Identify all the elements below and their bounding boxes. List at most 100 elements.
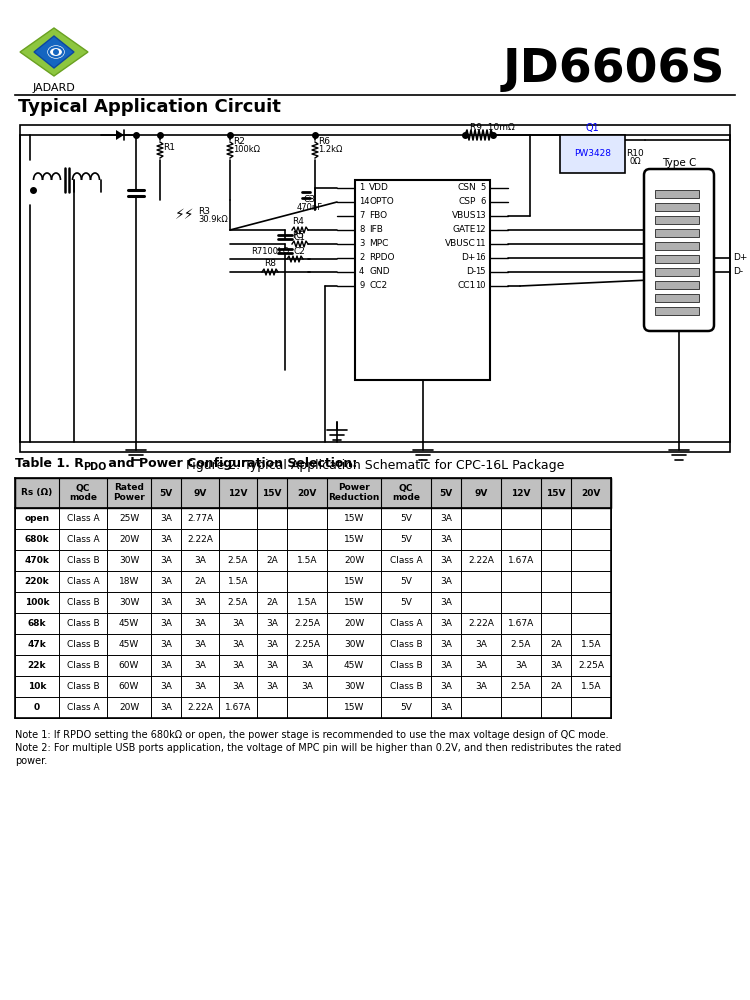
Text: Class B: Class B xyxy=(67,598,99,607)
Text: Typical Application Circuit: Typical Application Circuit xyxy=(18,98,280,116)
Text: mode: mode xyxy=(392,493,420,502)
Text: 18W: 18W xyxy=(118,577,140,586)
Text: 5V: 5V xyxy=(440,488,452,497)
Text: Note 1: If RPDO setting the 680kΩ or open, the power stage is recommended to use: Note 1: If RPDO setting the 680kΩ or ope… xyxy=(15,730,609,740)
Text: 470nF: 470nF xyxy=(297,202,323,212)
Text: 25W: 25W xyxy=(118,514,140,523)
Text: 2A: 2A xyxy=(266,598,278,607)
Text: QC: QC xyxy=(76,484,90,492)
Text: 15W: 15W xyxy=(344,598,364,607)
Text: Class A: Class A xyxy=(390,619,422,628)
Text: 20V: 20V xyxy=(297,488,316,497)
Text: 15W: 15W xyxy=(344,514,364,523)
Text: Class B: Class B xyxy=(390,640,422,649)
Text: 3A: 3A xyxy=(232,640,244,649)
Text: 3A: 3A xyxy=(440,661,452,670)
Text: Class B: Class B xyxy=(390,661,422,670)
Text: 5: 5 xyxy=(481,184,486,192)
Text: R8: R8 xyxy=(264,259,276,268)
Text: 3A: 3A xyxy=(160,514,172,523)
Text: 3A: 3A xyxy=(194,619,206,628)
Text: MPC: MPC xyxy=(369,239,388,248)
Text: Class B: Class B xyxy=(67,556,99,565)
Text: 30.9kΩ: 30.9kΩ xyxy=(198,216,228,225)
Text: 15: 15 xyxy=(476,267,486,276)
Text: Class B: Class B xyxy=(67,682,99,691)
Text: 14: 14 xyxy=(359,198,370,207)
Text: 30W: 30W xyxy=(344,682,364,691)
Bar xyxy=(20,125,730,452)
Text: 2.77A: 2.77A xyxy=(187,514,213,523)
Text: and Power Configuration Selection:: and Power Configuration Selection: xyxy=(104,457,357,470)
Text: Q1: Q1 xyxy=(586,123,599,133)
Text: Class A: Class A xyxy=(67,703,99,712)
Text: 3A: 3A xyxy=(194,598,206,607)
Text: mode: mode xyxy=(69,493,97,502)
Text: Table 1. R: Table 1. R xyxy=(15,457,84,470)
Text: 3A: 3A xyxy=(440,703,452,712)
Text: R5: R5 xyxy=(292,232,304,240)
Text: C3: C3 xyxy=(304,196,316,205)
Polygon shape xyxy=(20,28,88,76)
Bar xyxy=(655,307,699,315)
Text: 5V: 5V xyxy=(400,514,412,523)
Polygon shape xyxy=(116,130,124,140)
Text: 1.5A: 1.5A xyxy=(297,598,317,607)
Text: 10: 10 xyxy=(476,282,486,290)
Text: 680k: 680k xyxy=(25,535,50,544)
Text: Figure 2. Typical Application Schematic for CPC-16L Package: Figure 2. Typical Application Schematic … xyxy=(186,458,564,472)
Bar xyxy=(655,190,699,198)
Bar xyxy=(655,216,699,224)
Text: R3: R3 xyxy=(198,208,210,217)
Bar xyxy=(560,135,625,173)
Text: 47k: 47k xyxy=(28,640,46,649)
Text: power.: power. xyxy=(15,756,47,766)
Text: 2.5A: 2.5A xyxy=(228,598,248,607)
Text: 11: 11 xyxy=(476,239,486,248)
Text: 0Ω: 0Ω xyxy=(629,156,640,165)
Text: 1.5A: 1.5A xyxy=(580,682,602,691)
Text: Power: Power xyxy=(338,484,370,492)
Text: 3A: 3A xyxy=(266,682,278,691)
Text: Type C: Type C xyxy=(662,158,696,168)
Text: Class B: Class B xyxy=(67,640,99,649)
Text: 60W: 60W xyxy=(118,661,140,670)
Text: Note 2: For multiple USB ports application, the voltage of MPC pin will be highe: Note 2: For multiple USB ports applicati… xyxy=(15,743,621,753)
Text: 100kΩ: 100kΩ xyxy=(233,144,260,153)
Text: Class B: Class B xyxy=(67,619,99,628)
Text: 3A: 3A xyxy=(440,535,452,544)
Text: 3A: 3A xyxy=(160,682,172,691)
Text: 13: 13 xyxy=(476,212,486,221)
Text: R9  10mΩ: R9 10mΩ xyxy=(470,122,514,131)
Text: 3A: 3A xyxy=(160,640,172,649)
Text: 16: 16 xyxy=(476,253,486,262)
Text: 9V: 9V xyxy=(194,488,207,497)
Text: 3A: 3A xyxy=(194,682,206,691)
Text: 2.22A: 2.22A xyxy=(187,703,213,712)
Text: 15W: 15W xyxy=(344,577,364,586)
Text: 7: 7 xyxy=(359,212,364,221)
Text: D+: D+ xyxy=(733,253,747,262)
Text: 45W: 45W xyxy=(118,640,140,649)
Text: 8: 8 xyxy=(359,226,364,234)
Text: Power: Power xyxy=(113,493,145,502)
Text: 60W: 60W xyxy=(118,682,140,691)
Text: 22k: 22k xyxy=(28,661,46,670)
Bar xyxy=(655,229,699,237)
Text: 3A: 3A xyxy=(232,682,244,691)
Text: 12: 12 xyxy=(476,226,486,234)
Text: 2.25A: 2.25A xyxy=(578,661,604,670)
Text: R7100kΩ: R7100kΩ xyxy=(251,247,290,256)
Text: 5V: 5V xyxy=(400,598,412,607)
Text: GATE: GATE xyxy=(452,226,476,234)
Text: 2A: 2A xyxy=(266,556,278,565)
Text: 68k: 68k xyxy=(28,619,46,628)
Text: D-: D- xyxy=(733,267,743,276)
Text: 3A: 3A xyxy=(515,661,527,670)
Text: 2A: 2A xyxy=(550,682,562,691)
Text: 45W: 45W xyxy=(344,661,364,670)
Text: 5V: 5V xyxy=(400,577,412,586)
Text: 2.22A: 2.22A xyxy=(468,556,494,565)
Text: 4: 4 xyxy=(359,267,364,276)
Text: CC2: CC2 xyxy=(369,282,387,290)
